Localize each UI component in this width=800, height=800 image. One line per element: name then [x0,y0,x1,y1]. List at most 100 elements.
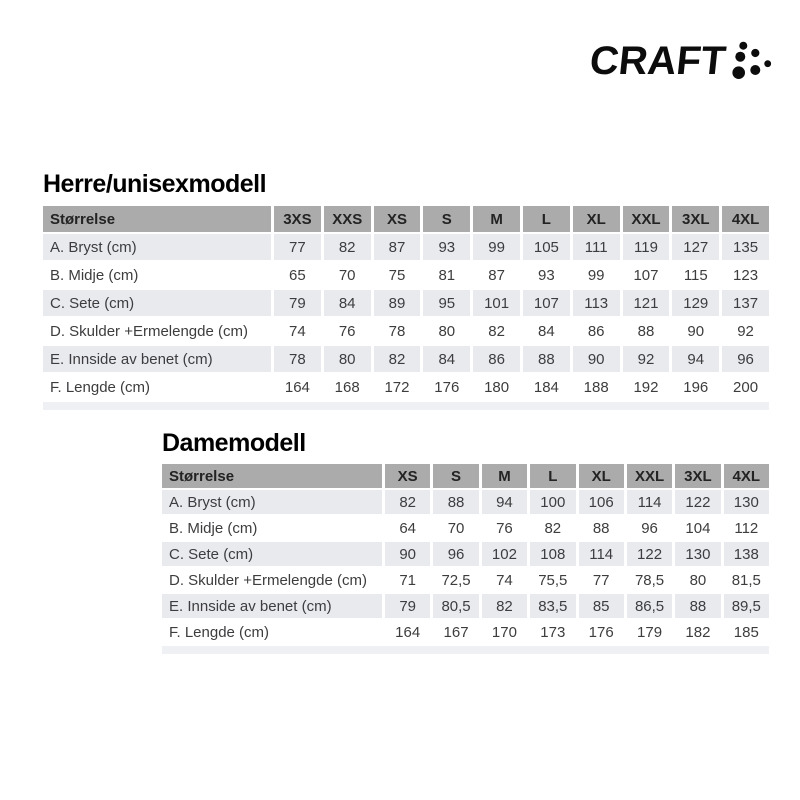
table-row: A. Bryst (cm) 77 82 87 93 99 105 111 119 127 135 [43,234,769,260]
value-cell: 123 [722,262,769,288]
value-cell: 164 [274,374,321,400]
size-table-herre-unisex: Herre/unisexmodell Størrelse 3XS XXS XS S M L X… [43,170,769,410]
value-cell: 173 [530,620,576,644]
value-cell: 182 [675,620,721,644]
size-column-header: 4XL [722,206,769,232]
value-cell: 75,5 [530,568,576,592]
size-column-header: M [481,464,528,488]
size-column-header: 3XL [672,206,720,232]
table-row: C. Sete (cm) 79 84 89 95 101 107 113 121 129 137 [43,290,769,316]
value-cell: 80 [423,318,471,344]
size-column-header: S [433,464,479,488]
value-cell: 92 [722,318,769,344]
value-cell: 84 [423,346,471,372]
value-cell: 80 [675,568,721,592]
size-column-header: XS [373,206,421,232]
size-column-header: XXS [323,206,371,232]
table-row: A. Bryst (cm) 82 88 94 100 106 114 122 130 [162,490,769,514]
craft-logo-text: CRAFT [588,39,729,83]
value-cell: 176 [423,374,471,400]
value-cell: 104 [675,516,721,540]
value-cell: 90 [385,542,431,566]
value-cell: 100 [530,490,576,514]
size-column-header: XL [572,206,620,232]
table-row: B. Midje (cm) 64 70 76 82 88 96 104 112 [162,516,769,540]
value-cell: 184 [522,374,570,400]
size-column-header: L [522,206,570,232]
value-cell: 64 [385,516,431,540]
measurement-label: B. Midje (cm) [162,516,382,540]
size-column-header: XXL [622,206,670,232]
measurement-label: C. Sete (cm) [162,542,382,566]
measurement-label: E. Innside av benet (cm) [162,594,382,618]
value-cell: 86,5 [626,594,673,618]
dame-size-table: Størrelse XS S M L XL XXL 3XL 4XL A. Bryst (cm) 8… [162,464,769,654]
value-cell: 82 [473,318,520,344]
value-cell: 168 [323,374,371,400]
value-cell: 99 [473,234,520,260]
measurement-label: C. Sete (cm) [43,290,271,316]
value-cell: 76 [323,318,371,344]
value-cell: 108 [530,542,576,566]
value-cell: 74 [274,318,321,344]
value-cell: 90 [572,346,620,372]
value-cell: 122 [675,490,721,514]
craft-logo: CRAFT [588,39,772,83]
value-cell: 94 [481,490,528,514]
value-cell: 80,5 [433,594,479,618]
value-cell: 127 [672,234,720,260]
value-cell: 80 [323,346,371,372]
value-cell: 78,5 [626,568,673,592]
value-cell: 112 [723,516,769,540]
value-cell: 111 [572,234,620,260]
value-cell: 93 [522,262,570,288]
value-cell: 167 [433,620,479,644]
measurement-label: A. Bryst (cm) [43,234,271,260]
herre-size-table: Størrelse 3XS XXS XS S M L XL XXL 3XL 4XL A. Bryst… [43,206,769,410]
value-cell: 114 [626,490,673,514]
value-cell: 83,5 [530,594,576,618]
value-cell: 82 [323,234,371,260]
value-cell: 79 [274,290,321,316]
table-footer-strip [43,402,769,410]
table-body: A. Bryst (cm) 77 82 87 93 99 105 111 119 127 135 B.… [43,234,769,400]
value-cell: 89,5 [723,594,769,618]
value-cell: 105 [522,234,570,260]
value-cell: 70 [323,262,371,288]
value-cell: 176 [578,620,624,644]
measurement-label: B. Midje (cm) [43,262,271,288]
value-cell: 93 [423,234,471,260]
measurement-label: F. Lengde (cm) [162,620,382,644]
value-cell: 180 [473,374,520,400]
size-column-header: 3XS [274,206,321,232]
value-cell: 78 [373,318,421,344]
value-cell: 92 [622,346,670,372]
value-cell: 76 [481,516,528,540]
measurement-label: D. Skulder +Ermelengde (cm) [162,568,382,592]
value-cell: 179 [626,620,673,644]
value-cell: 87 [373,234,421,260]
size-header-label: Størrelse [43,206,271,232]
value-cell: 96 [722,346,769,372]
size-column-header: 4XL [723,464,769,488]
table-row: B. Midje (cm) 65 70 75 81 87 93 99 107 115 123 [43,262,769,288]
value-cell: 185 [723,620,769,644]
value-cell: 107 [522,290,570,316]
value-cell: 164 [385,620,431,644]
size-header-label: Størrelse [162,464,382,488]
value-cell: 79 [385,594,431,618]
table-header-row: Størrelse XS S M L XL XXL 3XL 4XL [162,464,769,488]
table-row: F. Lengde (cm) 164 168 172 176 180 184 188 192 19… [43,374,769,400]
table-header-row: Størrelse 3XS XXS XS S M L XL XXL 3XL 4XL [43,206,769,232]
table-row: F. Lengde (cm) 164 167 170 173 176 179 182 185 [162,620,769,644]
value-cell: 81 [423,262,471,288]
size-column-header: XS [385,464,431,488]
value-cell: 86 [572,318,620,344]
craft-dots-icon [732,41,772,79]
size-table-dame: Damemodell Størrelse XS S M L XL XXL 3XL 4XL A. … [162,429,769,654]
value-cell: 196 [672,374,720,400]
value-cell: 86 [473,346,520,372]
value-cell: 88 [675,594,721,618]
value-cell: 82 [481,594,528,618]
value-cell: 137 [722,290,769,316]
